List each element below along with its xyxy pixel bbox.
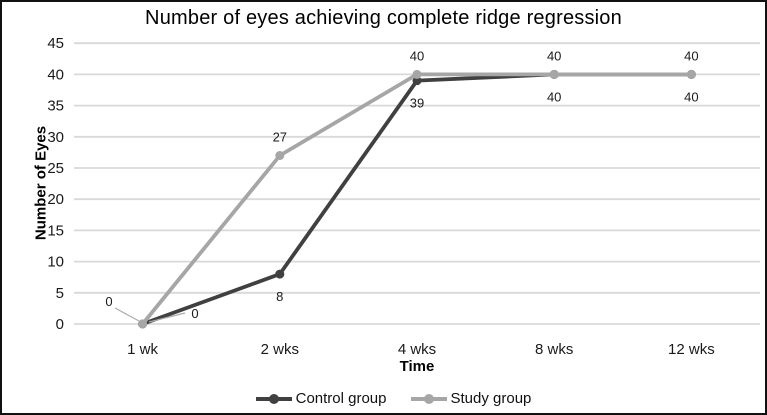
x-tick-label: 8 wks (535, 341, 573, 358)
study-group-marker-icon (275, 151, 285, 161)
legend-item-control-group: Control group (255, 390, 387, 407)
study-group-data-label: 27 (273, 130, 287, 145)
control-group-marker-icon (275, 269, 285, 279)
y-tick-label: 35 (47, 98, 64, 115)
legend: Control group Study group (12, 390, 765, 407)
study-line-swatch-icon (410, 393, 447, 405)
control-group-data-label: 0 (191, 306, 198, 321)
y-tick-label: 40 (47, 66, 64, 83)
study-group-data-label: 40 (684, 48, 698, 63)
y-tick-label: 20 (47, 191, 64, 208)
x-axis-title: Time (399, 358, 435, 375)
control-group-data-label: 40 (547, 89, 561, 104)
label-leader-line (114, 307, 140, 322)
legend-item-study-group: Study group (410, 390, 532, 407)
y-tick-label: 25 (47, 160, 64, 177)
y-tick-label: 45 (47, 35, 64, 52)
control-group-data-label: 40 (684, 89, 698, 104)
x-tick-label: 1 wk (127, 341, 158, 358)
legend-label: Control group (295, 390, 387, 407)
y-tick-label: 15 (47, 222, 64, 239)
study-group-data-label: 0 (105, 294, 112, 309)
label-leader-line (148, 312, 186, 323)
study-group-marker-icon (138, 319, 148, 329)
y-tick-label: 30 (47, 129, 64, 146)
control-group-marker-icon (412, 76, 422, 86)
study-group-marker-icon (549, 69, 559, 79)
y-tick-label: 10 (47, 254, 64, 271)
legend-label: Study group (450, 390, 532, 407)
x-tick-label: 4 wks (398, 341, 436, 358)
chart-title: Number of eyes achieving complete ridge … (145, 7, 622, 29)
y-tick-label: 5 (56, 285, 64, 302)
control-group-data-label: 39 (410, 96, 424, 111)
x-tick-label: 12 wks (668, 341, 715, 358)
study-group-marker-icon (686, 69, 696, 79)
control-group-data-label: 8 (276, 289, 283, 304)
control-line-swatch-icon (255, 393, 292, 405)
study-group-data-label: 40 (547, 48, 561, 63)
study-group-marker-icon (412, 69, 422, 79)
x-tick-label: 2 wks (261, 341, 299, 358)
study-group-data-label: 40 (410, 48, 424, 63)
y-axis-title: Number of Eyes (32, 125, 50, 241)
y-tick-label: 0 (56, 316, 64, 333)
